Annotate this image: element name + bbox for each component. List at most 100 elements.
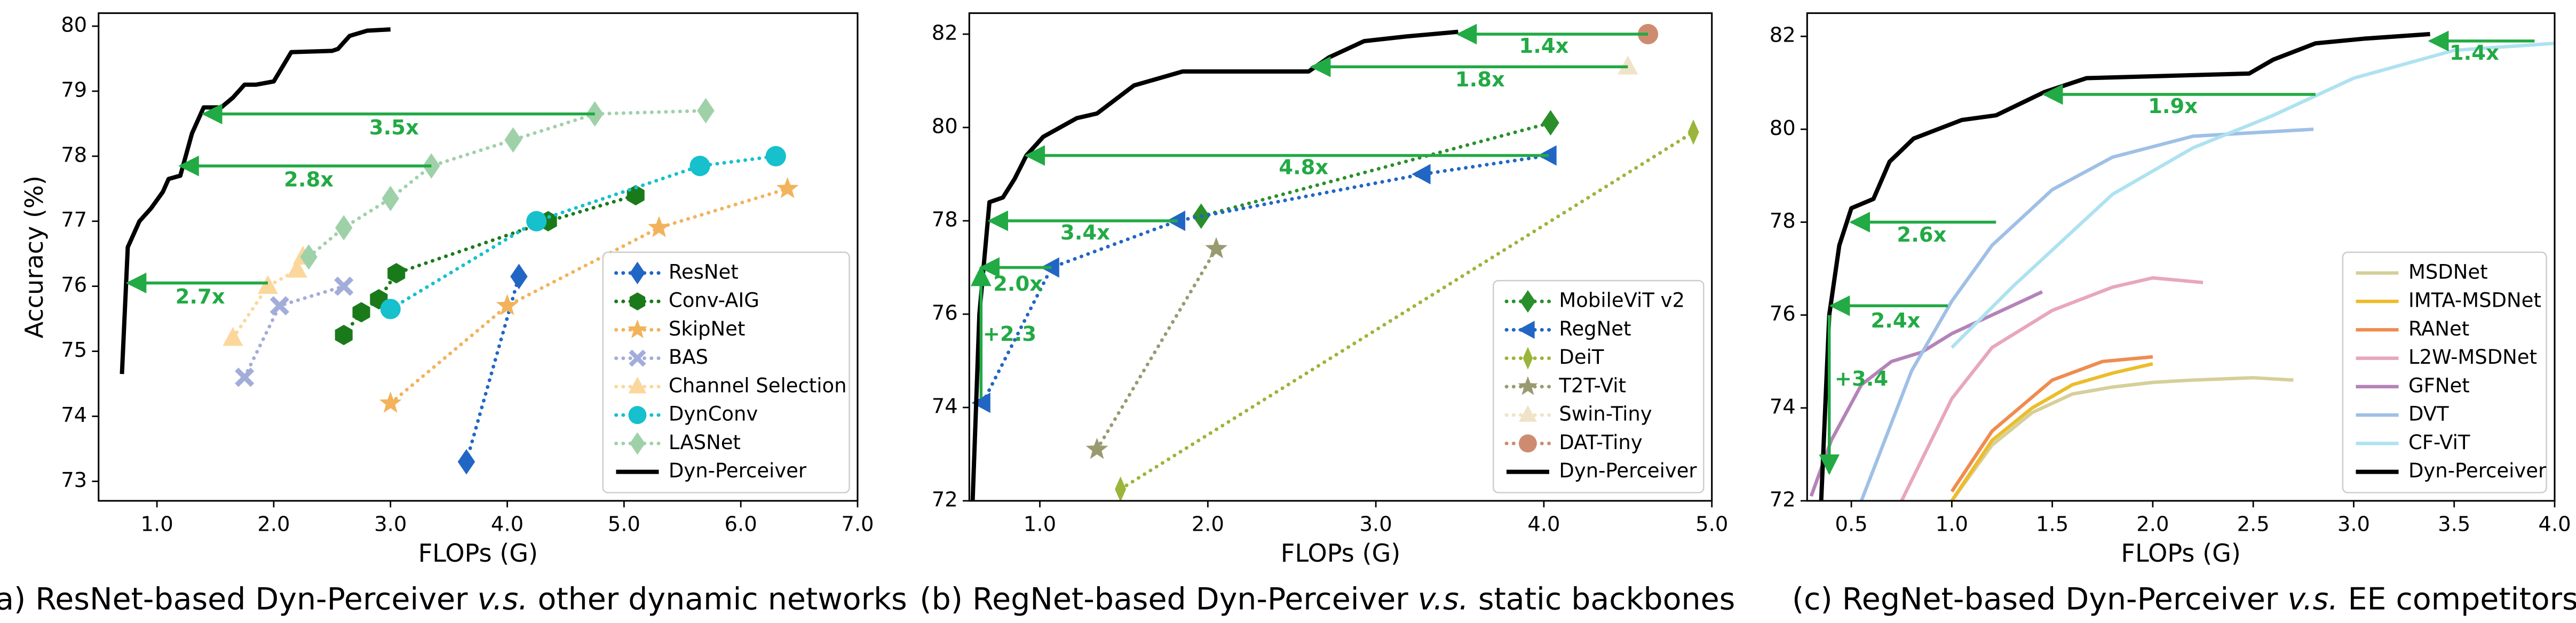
y-tick-label: 80	[61, 13, 87, 37]
caption: (a) ResNet-based Dyn-Perceiver v.s. othe…	[0, 581, 907, 617]
y-tick-label: 76	[932, 301, 958, 325]
legend-label: LASNet	[669, 431, 741, 454]
x-tick-label: 3.5	[2438, 513, 2470, 537]
annotation: +2.3	[983, 322, 1036, 346]
y-tick-label: 82	[932, 21, 958, 45]
legend-label: Dyn-Perceiver	[2408, 459, 2547, 482]
x-tick-label: 1.5	[2036, 513, 2068, 537]
series-line	[1900, 276, 2204, 501]
x-tick-label: 5.0	[1695, 513, 1728, 537]
caption-part: v.s.	[1418, 581, 1469, 617]
x-tick-label: 6.0	[725, 513, 757, 537]
y-tick-label: 80	[1770, 116, 1796, 140]
legend-box	[602, 251, 850, 493]
annotation: 3.4x	[1060, 221, 1110, 245]
y-tick-label: 76	[61, 273, 87, 297]
legend-label: DeiT	[1559, 346, 1604, 369]
x-tick-label: 5.0	[608, 513, 640, 537]
legend-marker	[630, 432, 645, 455]
data-point	[689, 156, 710, 177]
y-tick-label: 73	[61, 468, 87, 492]
legend-label: RANet	[2408, 317, 2469, 340]
legend-label: Dyn-Perceiver	[1559, 459, 1697, 482]
legend-marker	[629, 292, 646, 310]
axes-frame	[1806, 12, 2556, 502]
data-point	[526, 211, 547, 231]
y-tick-label: 76	[1770, 302, 1796, 326]
legend-label: T2T-Vit	[1558, 374, 1626, 397]
series-line	[1950, 355, 2153, 493]
legend-label: RegNet	[1559, 317, 1631, 340]
data-point	[496, 294, 519, 315]
legend-box	[1493, 279, 1705, 493]
x-axis-label: FLOPs (G)	[1281, 539, 1400, 568]
data-point	[380, 299, 401, 320]
legend-label: DynConv	[669, 403, 758, 426]
legend-label: Channel Selection	[669, 374, 847, 397]
legend-label: BAS	[669, 346, 708, 369]
caption-part: (a) ResNet-based Dyn-Perceiver	[0, 581, 477, 617]
y-tick-label: 75	[61, 338, 87, 362]
annotation: 3.5x	[369, 116, 419, 140]
annotation: 1.9x	[2148, 94, 2198, 118]
series-line	[1809, 290, 2043, 497]
data-point	[1412, 164, 1431, 185]
series-line	[1819, 31, 2430, 501]
series-line	[120, 27, 391, 374]
axes-frame	[98, 12, 859, 502]
legend-label: DAT-Tiny	[1559, 431, 1642, 454]
x-tick-label: 1.0	[1936, 513, 1968, 537]
y-tick-label: 72	[1770, 488, 1796, 512]
data-point	[235, 368, 255, 387]
legend-label: GFNet	[2408, 374, 2470, 397]
data-point	[270, 296, 289, 316]
data-point	[457, 449, 475, 475]
annotation: 2.6x	[1897, 223, 1946, 247]
legend-label: MobileViT v2	[1559, 289, 1685, 312]
legend-marker	[1518, 376, 1538, 395]
x-tick-label: 1.0	[141, 513, 173, 537]
data-point	[1205, 237, 1227, 259]
legend-label: CF-ViT	[2408, 431, 2470, 454]
x-axis-label: FLOPs (G)	[418, 539, 538, 568]
caption: (b) RegNet-based Dyn-Perceiver v.s. stat…	[920, 581, 1735, 617]
data-point	[335, 324, 353, 346]
y-tick-label: 74	[61, 403, 87, 427]
legend-marker	[627, 319, 647, 339]
x-tick-label: 3.0	[1360, 513, 1392, 537]
y-tick-label: 77	[61, 208, 87, 232]
legend-marker	[1519, 434, 1537, 453]
legend-marker	[628, 406, 647, 425]
legend-label: IMTA-MSDNet	[2408, 289, 2541, 312]
series-line	[1119, 130, 1695, 491]
y-tick-label: 78	[61, 143, 87, 167]
annotation: 1.8x	[1455, 68, 1505, 92]
data-point	[1687, 119, 1699, 145]
x-tick-label: 3.0	[374, 513, 407, 537]
y-tick-label: 74	[932, 394, 958, 418]
data-point	[379, 392, 402, 413]
plot-area	[1809, 31, 2555, 501]
x-tick-label: 4.0	[491, 513, 524, 537]
x-tick-label: 1.0	[1024, 513, 1056, 537]
x-tick-label: 2.0	[1192, 513, 1224, 537]
data-point	[223, 327, 243, 346]
legend-label: Dyn-Perceiver	[669, 459, 807, 482]
series-line	[242, 284, 346, 379]
plot-area	[970, 23, 1699, 501]
annotation: 1.4x	[1519, 34, 1568, 58]
y-tick-label: 72	[932, 488, 958, 512]
data-point	[1542, 110, 1559, 136]
annotation: +3.4	[1835, 367, 1888, 391]
axes-frame	[968, 12, 1713, 502]
annotation: 2.8x	[284, 168, 334, 192]
legend-marker	[630, 261, 645, 284]
legend-label: Swin-Tiny	[1559, 403, 1652, 426]
series-line	[1951, 42, 2555, 349]
data-point	[387, 263, 406, 284]
y-tick-label: 78	[1770, 209, 1796, 233]
data-point	[510, 263, 528, 290]
x-tick-label: 0.5	[1835, 513, 1868, 537]
data-point	[335, 215, 353, 241]
series-line	[1095, 247, 1218, 452]
